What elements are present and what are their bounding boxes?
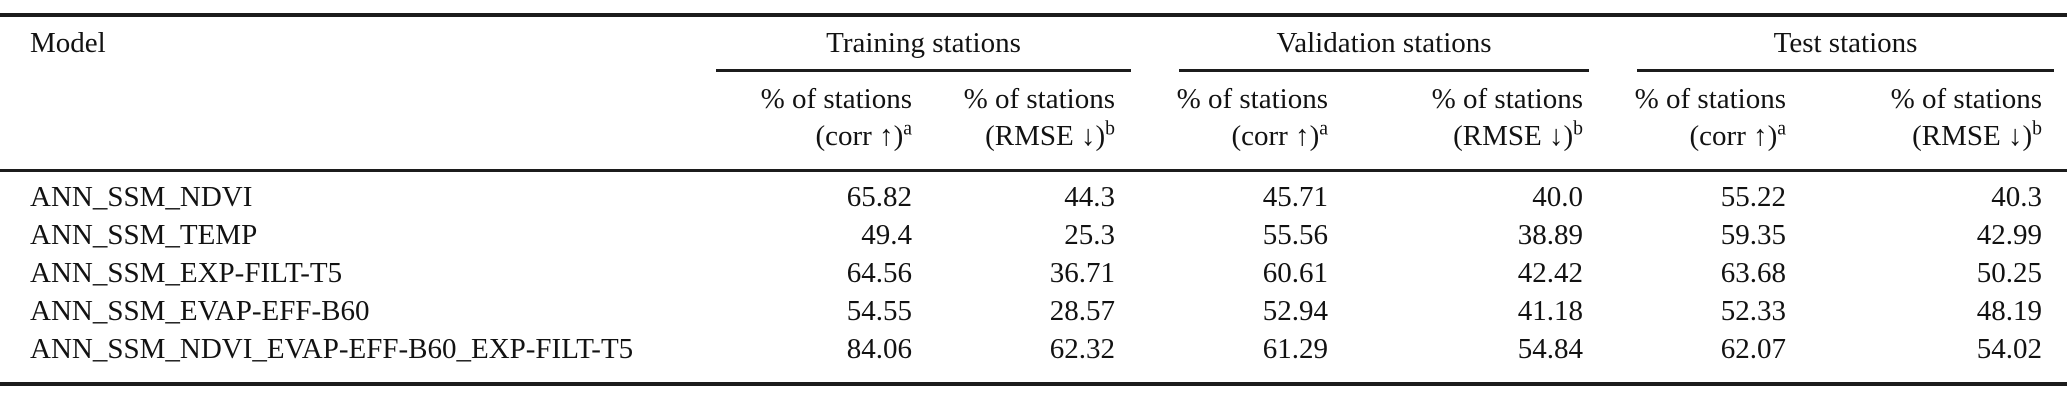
value-cell: 54.84 — [1517, 333, 1584, 365]
value-cell: 41.18 — [1517, 295, 1584, 327]
value-cell: 25.3 — [1064, 219, 1116, 251]
col-header-test-corr: % of stations (corr ↑)a — [1608, 72, 1812, 172]
col-header-line1: % of stations — [1634, 83, 1787, 115]
value-cell: 38.89 — [1517, 219, 1584, 251]
footnote-marker-a: a — [1777, 117, 1787, 140]
col-header-training-rmse: % of stations (RMSE ↓)b — [937, 72, 1141, 172]
footnote-marker-b: b — [2032, 117, 2043, 140]
sub-header-row: % of stations (corr ↑)a % of stations (R… — [0, 72, 2067, 172]
col-header-line1: % of stations — [1431, 83, 1584, 115]
table-row: ANN_SSM_EXP-FILT-T5 64.56 36.71 60.61 42… — [0, 254, 2067, 292]
value-cell: 36.71 — [1049, 257, 1116, 289]
col-header-line2: (corr ↑)a — [1140, 117, 1329, 155]
model-cell: ANN_SSM_NDVI — [30, 181, 253, 213]
col-header-line2: (RMSE ↓)b — [1353, 118, 1583, 155]
value-cell: 65.82 — [846, 181, 912, 213]
value-cell: 52.33 — [1720, 295, 1787, 327]
col-header-line1: % of stations — [1890, 83, 2043, 115]
rmse-label: (RMSE ↓) — [1453, 120, 1574, 152]
col-header-line2: (RMSE ↓)b — [937, 118, 1115, 155]
group-header-training: Training stations — [700, 15, 1140, 72]
value-cell: 50.25 — [1976, 257, 2043, 289]
table-row: ANN_SSM_NDVI 65.82 44.3 45.71 40.0 55.22… — [0, 171, 2067, 217]
table-row: ANN_SSM_NDVI_EVAP-EFF-B60_EXP-FILT-T5 84… — [0, 330, 2067, 384]
model-column-header: Model — [0, 15, 700, 172]
value-cell: 55.22 — [1720, 181, 1787, 213]
footnote-marker-a: a — [903, 117, 912, 140]
corr-label: (corr ↑) — [1689, 120, 1778, 152]
group-label-test: Test stations — [1637, 27, 2055, 72]
value-cell: 44.3 — [1064, 181, 1116, 213]
group-header-test: Test stations — [1608, 15, 2067, 72]
group-header-row: Model Training stations Validation stati… — [0, 15, 2067, 172]
rmse-label: (RMSE ↓) — [985, 120, 1106, 152]
value-cell: 42.42 — [1517, 257, 1584, 289]
value-cell: 48.19 — [1976, 295, 2043, 327]
value-cell: 45.71 — [1262, 181, 1329, 213]
value-cell: 60.61 — [1262, 257, 1329, 289]
col-header-test-rmse: % of stations (RMSE ↓)b — [1811, 72, 2067, 172]
rmse-label: (RMSE ↓) — [1912, 120, 2033, 152]
table-row: ANN_SSM_EVAP-EFF-B60 54.55 28.57 52.94 4… — [0, 292, 2067, 330]
col-header-line2: (corr ↑)a — [700, 118, 912, 155]
value-cell: 55.56 — [1262, 219, 1329, 251]
col-header-line1: % of stations — [1176, 83, 1329, 115]
footnote-marker-b: b — [1105, 117, 1116, 140]
footnote-marker-a: a — [1319, 117, 1329, 140]
value-cell: 59.35 — [1720, 219, 1787, 251]
footnote-marker-b: b — [1573, 117, 1584, 140]
value-cell: 62.07 — [1720, 333, 1787, 365]
value-cell: 42.99 — [1976, 219, 2043, 251]
table-body: ANN_SSM_NDVI 65.82 44.3 45.71 40.0 55.22… — [0, 171, 2067, 385]
col-header-line1: % of stations — [963, 83, 1116, 115]
value-cell: 49.4 — [861, 219, 912, 251]
value-cell: 52.94 — [1262, 295, 1329, 327]
model-cell: ANN_SSM_NDVI_EVAP-EFF-B60_EXP-FILT-T5 — [30, 333, 634, 365]
value-cell: 40.0 — [1532, 181, 1584, 213]
model-cell: ANN_SSM_EVAP-EFF-B60 — [30, 295, 370, 327]
col-header-validation-rmse: % of stations (RMSE ↓)b — [1353, 72, 1609, 172]
results-table: Model Training stations Validation stati… — [0, 13, 2067, 386]
value-cell: 28.57 — [1049, 295, 1116, 327]
model-cell: ANN_SSM_EXP-FILT-T5 — [30, 257, 343, 289]
table-row: ANN_SSM_TEMP 49.4 25.3 55.56 38.89 59.35… — [0, 216, 2067, 254]
group-header-validation: Validation stations — [1140, 15, 1608, 72]
value-cell: 54.55 — [846, 295, 912, 327]
col-header-validation-corr: % of stations (corr ↑)a — [1140, 72, 1354, 172]
value-cell: 84.06 — [846, 333, 912, 365]
corr-label: (corr ↑) — [1231, 120, 1320, 152]
table-header: Model Training stations Validation stati… — [0, 15, 2067, 172]
group-label-training: Training stations — [716, 27, 1132, 72]
corr-label: (corr ↑) — [815, 120, 904, 152]
col-header-training-corr: % of stations (corr ↑)a — [700, 72, 937, 172]
value-cell: 61.29 — [1262, 333, 1329, 365]
value-cell: 62.32 — [1049, 333, 1116, 365]
value-cell: 64.56 — [846, 257, 912, 289]
col-header-line2: (RMSE ↓)b — [1811, 118, 2042, 155]
group-label-validation: Validation stations — [1179, 27, 1590, 72]
value-cell: 63.68 — [1720, 257, 1787, 289]
value-cell: 40.3 — [1991, 181, 2043, 213]
model-cell: ANN_SSM_TEMP — [30, 219, 258, 251]
col-header-line2: (corr ↑)a — [1608, 117, 1787, 155]
value-cell: 54.02 — [1976, 333, 2043, 365]
col-header-line1: % of stations — [760, 83, 912, 115]
